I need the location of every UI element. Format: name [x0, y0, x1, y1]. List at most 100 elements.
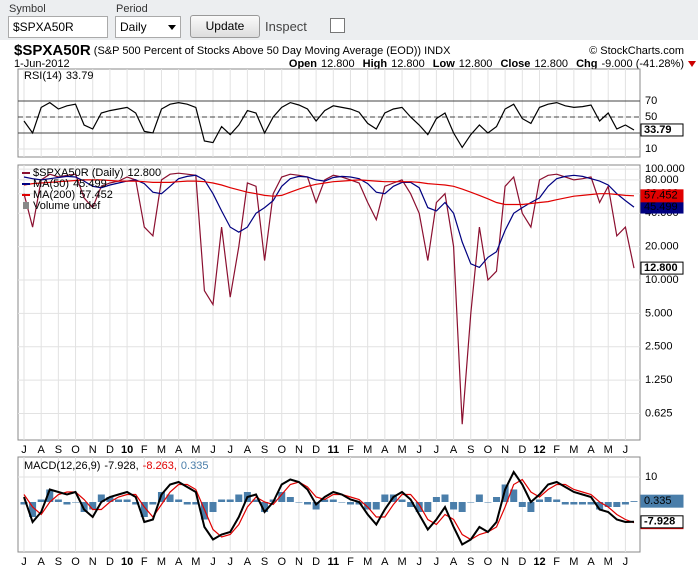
x-tick-label: N — [501, 444, 509, 456]
update-button[interactable]: Update — [190, 15, 260, 38]
x-tick-label: J — [623, 444, 629, 456]
x-tick-label: F — [141, 556, 148, 568]
histogram-bar — [29, 502, 37, 517]
x-tick-label: F — [141, 444, 148, 456]
histogram-bar — [407, 502, 415, 507]
histogram-bar — [561, 502, 569, 505]
x-tick-label: A — [587, 556, 595, 568]
histogram-bar — [132, 502, 140, 505]
x-tick-label: A — [381, 444, 389, 456]
y-tick-label: 10 — [645, 143, 657, 155]
histogram-bar — [166, 494, 174, 502]
x-tick-label: A — [381, 556, 389, 568]
histogram-bar — [286, 497, 294, 502]
histogram-bar — [252, 499, 260, 502]
panel-frame — [17, 164, 641, 441]
x-tick-label: A — [175, 556, 183, 568]
select-arrow — [168, 25, 176, 30]
histogram-bar — [115, 499, 123, 502]
series-line — [23, 478, 635, 541]
x-tick-label: S — [55, 444, 62, 456]
histogram-bar — [54, 499, 62, 502]
x-tick-label: 10 — [121, 556, 133, 568]
y-tick-label: 10.000 — [645, 274, 679, 286]
legend-value: 33.79 — [66, 70, 94, 82]
y-tick-label: 1.250 — [645, 374, 673, 386]
x-tick-label: A — [587, 444, 595, 456]
value-box-label: 0.335 — [644, 495, 672, 507]
histogram-bar — [329, 499, 337, 502]
legend-name: MA(50) — [33, 178, 69, 190]
histogram-bar — [475, 494, 483, 502]
x-tick-label: A — [38, 556, 46, 568]
x-tick-label: D — [106, 444, 114, 456]
histogram-bar — [295, 502, 303, 503]
histogram-bar — [432, 497, 440, 502]
x-tick-label: D — [312, 556, 320, 568]
histogram-bar — [381, 494, 389, 502]
x-tick-label: M — [363, 556, 372, 568]
ohlc-value: 12.800 — [321, 58, 355, 70]
x-tick-label: A — [244, 556, 252, 568]
histogram-bar — [493, 497, 501, 502]
x-tick-label: D — [518, 556, 526, 568]
series-line — [23, 179, 635, 206]
histogram-bar — [20, 502, 28, 505]
ohlc-value: 12.800 — [459, 58, 493, 70]
x-tick-label: M — [604, 444, 613, 456]
value-box-label: 57.452 — [644, 190, 678, 202]
histogram-bar — [226, 499, 234, 502]
legend-entry: $SPXA50R (Daily) 12.800 — [33, 167, 161, 179]
ohlc-label: Low — [433, 58, 455, 70]
symbol-input[interactable]: $SPXA50R — [8, 16, 108, 38]
x-tick-label: M — [191, 556, 200, 568]
x-tick-label: A — [244, 444, 252, 456]
histogram-bar — [364, 502, 372, 510]
ohlc-value: 12.800 — [391, 58, 425, 70]
ohlc-label: Chg — [576, 58, 597, 70]
inspect-label: Inspect — [265, 19, 307, 34]
histogram-bar — [415, 502, 423, 512]
y-tick-label: 70 — [645, 95, 657, 107]
y-tick-label: 20.000 — [645, 241, 679, 253]
legend-value: 45.499 — [73, 178, 107, 190]
panel-frame — [17, 456, 641, 553]
y-tick-label: 100.000 — [645, 163, 685, 175]
x-tick-label: M — [604, 556, 613, 568]
histogram-bar — [140, 502, 148, 517]
value-box — [640, 494, 684, 508]
x-tick-label: D — [106, 556, 114, 568]
inspect-checkbox[interactable] — [330, 18, 345, 33]
histogram-bar — [37, 499, 45, 502]
legend-name: RSI(14) — [24, 70, 62, 82]
legend-value: 57.452 — [79, 189, 113, 201]
histogram-bar — [518, 502, 526, 507]
y-tick-label: 2.500 — [645, 341, 673, 353]
subtitle: (S&P 500 Percent of Stocks Above 50 Day … — [94, 45, 421, 57]
period-label: Period — [116, 3, 148, 15]
legend-value: 12.800 — [127, 167, 161, 179]
rsi-legend: RSI(14) 33.79 — [24, 70, 93, 82]
value-box — [640, 261, 684, 275]
series-line — [23, 172, 635, 425]
x-tick-label: F — [553, 556, 560, 568]
histogram-bar — [484, 502, 492, 503]
series-line — [23, 101, 635, 149]
down-arrow — [688, 61, 696, 67]
macd-legend: MACD(12,26,9) -7.928, -8.263, 0.335 — [24, 460, 208, 472]
value-box-label: 45.499 — [644, 201, 678, 213]
period-select[interactable]: Daily — [115, 16, 181, 38]
x-tick-label: M — [363, 444, 372, 456]
exchange: INDX — [424, 45, 451, 57]
histogram-bar — [613, 502, 621, 507]
histogram-bar — [209, 502, 217, 512]
x-tick-label: O — [484, 444, 493, 456]
x-tick-label: A — [175, 444, 183, 456]
legend-value: -7.928, — [104, 460, 138, 472]
x-tick-label: O — [277, 556, 286, 568]
value-box — [640, 515, 684, 529]
x-tick-label: M — [191, 444, 200, 456]
histogram-bar — [63, 502, 71, 505]
x-tick-label: S — [261, 444, 268, 456]
